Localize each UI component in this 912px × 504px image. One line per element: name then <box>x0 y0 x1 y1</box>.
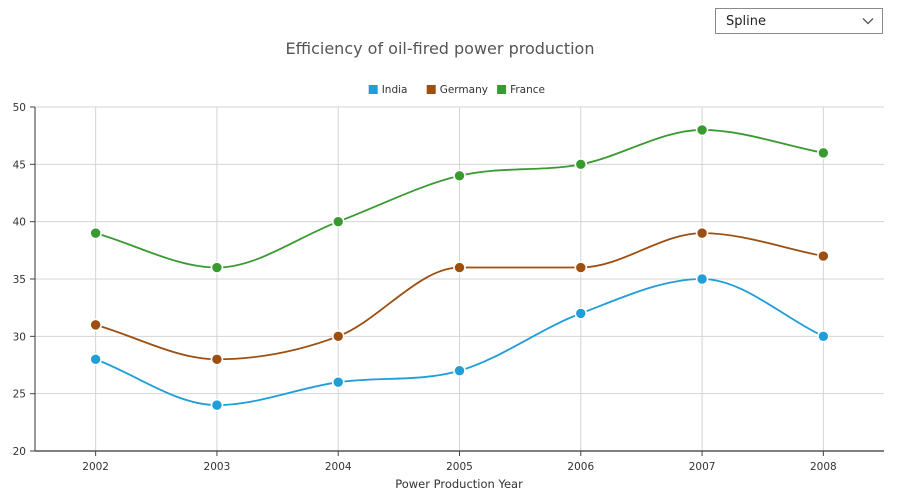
y-tick-label: 45 <box>13 159 26 171</box>
chart-series <box>89 123 830 412</box>
legend-swatch-india <box>368 85 378 94</box>
data-point-france <box>817 146 830 160</box>
data-point-france <box>695 123 709 137</box>
data-point-india <box>89 352 102 366</box>
x-tick-label: 2006 <box>567 461 594 473</box>
legend-item-germany: Germany <box>426 84 488 96</box>
data-point-germany <box>695 226 709 240</box>
chart-type-dropdown[interactable]: Spline <box>715 8 883 34</box>
data-point-germany <box>453 261 466 274</box>
chart-grid <box>35 106 884 451</box>
chevron-down-icon <box>862 18 874 25</box>
legend-label-germany: Germany <box>440 84 488 96</box>
data-point-france <box>210 261 224 274</box>
data-point-france <box>89 226 102 240</box>
data-point-india <box>574 307 588 320</box>
legend-swatch-germany <box>426 85 436 94</box>
data-point-india <box>817 330 830 343</box>
x-axis-label: Power Production Year <box>395 477 523 491</box>
y-axis-ticks: 20 25 30 35 40 45 50 <box>13 102 35 458</box>
legend-item-france: France <box>497 84 545 96</box>
x-tick-label: 2007 <box>689 461 716 473</box>
series-india <box>89 272 830 412</box>
legend-label-india: India <box>382 84 408 96</box>
data-point-germany <box>210 352 224 366</box>
chart-type-selected: Spline <box>726 13 766 29</box>
x-tick-label: 2002 <box>82 461 109 473</box>
x-tick-label: 2004 <box>325 461 352 473</box>
x-tick-label: 2003 <box>204 461 231 473</box>
y-tick-label: 30 <box>13 331 26 343</box>
legend-item-india: India <box>368 84 408 96</box>
data-point-germany <box>331 330 345 343</box>
x-axis-ticks: 2002 2003 2004 2005 2006 2007 2008 <box>82 451 837 473</box>
legend-swatch-france <box>497 85 507 94</box>
chart-legend: India Germany France <box>368 84 545 96</box>
data-point-india <box>331 375 345 389</box>
data-point-germany <box>89 318 102 332</box>
data-point-france <box>574 158 588 171</box>
data-point-france <box>453 169 466 183</box>
y-tick-label: 20 <box>13 446 26 458</box>
series-france <box>89 123 830 274</box>
y-tick-label: 40 <box>13 217 26 229</box>
y-tick-label: 35 <box>13 274 26 286</box>
x-tick-label: 2005 <box>446 461 473 473</box>
data-point-india <box>453 364 466 378</box>
data-point-germany <box>574 261 588 274</box>
chart-title: Efficiency of oil-fired power production <box>286 39 595 58</box>
legend-label-france: France <box>510 84 545 96</box>
data-point-india <box>210 398 224 412</box>
y-tick-label: 25 <box>13 389 26 401</box>
data-point-india <box>695 272 709 286</box>
y-tick-label: 50 <box>13 102 26 114</box>
data-point-germany <box>817 249 830 263</box>
data-point-france <box>331 215 345 228</box>
series-germany <box>89 226 830 366</box>
x-tick-label: 2008 <box>810 461 837 473</box>
